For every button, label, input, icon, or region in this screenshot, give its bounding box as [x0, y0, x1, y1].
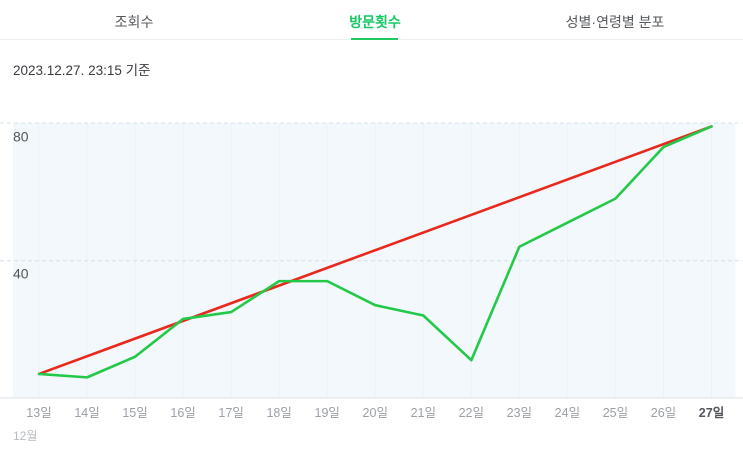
svg-text:17일: 17일 — [218, 406, 243, 420]
svg-text:14일: 14일 — [74, 406, 99, 420]
svg-text:20일: 20일 — [363, 406, 388, 420]
svg-text:27일: 27일 — [699, 406, 724, 420]
svg-text:25일: 25일 — [603, 406, 628, 420]
svg-text:26일: 26일 — [651, 406, 676, 420]
svg-text:16일: 16일 — [170, 406, 195, 420]
svg-text:21일: 21일 — [411, 406, 436, 420]
svg-text:13일: 13일 — [26, 406, 51, 420]
svg-text:15일: 15일 — [122, 406, 147, 420]
svg-text:40: 40 — [13, 266, 29, 282]
svg-text:19일: 19일 — [315, 406, 340, 420]
svg-text:80: 80 — [13, 129, 29, 145]
svg-text:18일: 18일 — [266, 406, 291, 420]
svg-text:23일: 23일 — [507, 406, 532, 420]
svg-text:24일: 24일 — [555, 406, 580, 420]
svg-text:22일: 22일 — [459, 406, 484, 420]
svg-text:12월: 12월 — [13, 429, 37, 443]
